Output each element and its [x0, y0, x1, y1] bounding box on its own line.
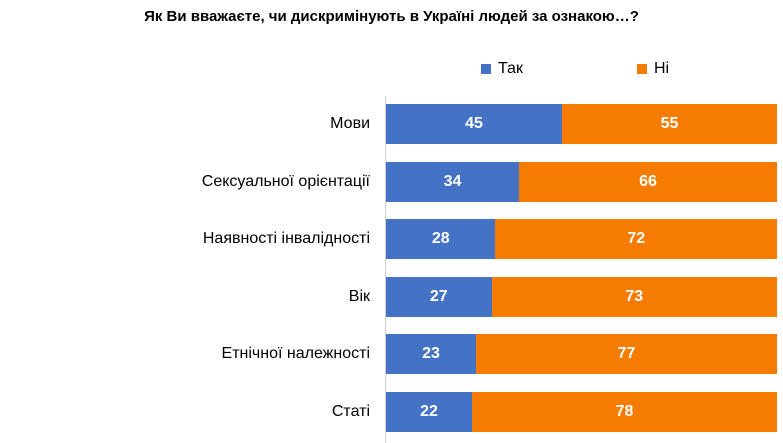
category-label: Наявності інвалідності: [202, 230, 370, 248]
legend-label-no: Ні: [654, 60, 670, 77]
data-label: 77: [617, 345, 636, 363]
legend-label-yes: Так: [498, 60, 523, 77]
data-label: 66: [639, 172, 657, 190]
bar-segment-no: 72: [495, 219, 777, 260]
category-axis-line: [385, 96, 386, 443]
bar-row: Наявності інвалідності 28 72: [0, 219, 783, 260]
legend: Так Ні: [0, 60, 783, 82]
category-label: Мови: [330, 115, 370, 132]
legend-swatch-no: [637, 64, 647, 74]
bar-segment-no: 55: [561, 104, 777, 144]
legend-item-yes: Так: [481, 60, 523, 78]
data-label: 55: [660, 115, 679, 132]
bar-row: Сексуальної орієнтації 34 66: [0, 161, 783, 202]
bar-segment-yes: 27: [386, 276, 492, 317]
data-label: 28: [431, 230, 450, 248]
bar-row: Вік 27 73: [0, 276, 783, 317]
data-label: 78: [615, 403, 634, 420]
bar-segment-no: 78: [472, 392, 777, 432]
bar-segment-no: 73: [491, 276, 777, 317]
data-label: 27: [429, 287, 448, 305]
chart-title: Як Ви вважаєте, чи дискримінують в Украї…: [144, 8, 639, 25]
legend-swatch-yes: [481, 64, 491, 74]
category-label: Статі: [331, 403, 370, 420]
bar-segment-yes: 22: [386, 392, 473, 432]
category-label: Етнічної належності: [221, 345, 370, 363]
category-label: Вік: [348, 287, 370, 305]
data-label: 34: [443, 172, 462, 190]
data-label: 72: [627, 230, 646, 248]
bar-segment-yes: 28: [386, 219, 496, 260]
bar-segment-no: 77: [475, 334, 777, 375]
bar-row: Мови 45 55: [0, 104, 783, 144]
bar-segment-yes: 23: [386, 334, 476, 375]
legend-item-no: Ні: [637, 60, 669, 78]
bar-segment-yes: 45: [386, 104, 562, 144]
data-label: 45: [465, 115, 483, 132]
category-label: Сексуальної орієнтації: [201, 172, 370, 190]
bar-segment-yes: 34: [386, 161, 519, 202]
bar-segment-no: 66: [518, 161, 777, 202]
bar-row: Етнічної належності 23 77: [0, 334, 783, 375]
data-label: 22: [420, 403, 438, 420]
data-label: 73: [625, 287, 644, 305]
data-label: 23: [422, 345, 440, 363]
bar-row: Статі 22 78: [0, 392, 783, 432]
